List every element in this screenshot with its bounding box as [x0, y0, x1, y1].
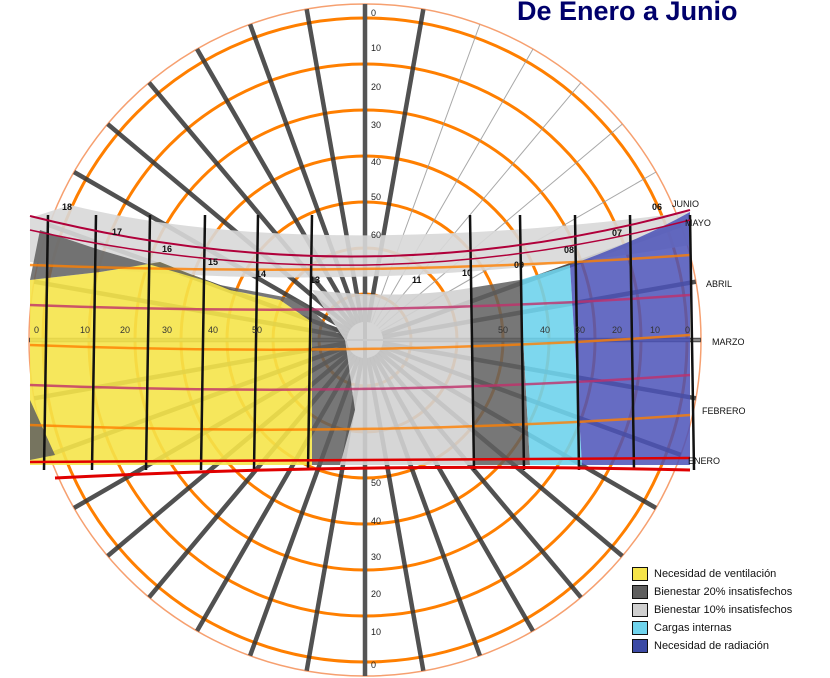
altitude-label-top: 60 [371, 230, 381, 240]
month-label: MARZO [712, 337, 745, 347]
scale-label-left: 10 [80, 325, 90, 335]
month-curve [29, 413, 691, 431]
month-curve [29, 333, 691, 351]
scale-label-left: 0 [34, 325, 39, 335]
legend-swatch-bienestar20 [632, 585, 648, 599]
altitude-label-top: 0 [371, 8, 376, 18]
month-label: JUNIO [672, 199, 699, 209]
scale-label-right: 20 [612, 325, 622, 335]
altitude-label-bottom: 0 [371, 660, 376, 670]
labels: 0 10 20 30 40 50 60 50 40 30 20 10 0 18 17 16 15 14 13 11 10… [34, 8, 746, 670]
month-label: FEBRERO [702, 406, 746, 416]
hour-line [90, 214, 98, 471]
zone-bienestar10-top [30, 205, 690, 278]
altitude-label-top: 20 [371, 82, 381, 92]
hour-label: 17 [112, 227, 122, 237]
month-label: ABRIL [706, 279, 732, 289]
hour-label: 14 [256, 269, 266, 279]
legend-label: Necesidad de ventilación [654, 568, 777, 580]
month-curve [29, 293, 691, 311]
band-lines [29, 214, 696, 471]
altitude-label-top: 30 [371, 120, 381, 130]
altitude-label-top: 50 [371, 192, 381, 202]
hour-label: 09 [514, 260, 524, 270]
zone-bienestar10-center [312, 288, 475, 465]
legend-item: Necesidad de ventilación [632, 565, 792, 583]
scale-label-left: 30 [162, 325, 172, 335]
legend-swatch-ventilacion [632, 567, 648, 581]
hour-line [518, 214, 526, 471]
month-line-enero [29, 456, 691, 464]
hour-line [573, 214, 581, 471]
month-label: ENERO [688, 456, 720, 466]
azimuth-spoke [376, 82, 582, 327]
legend-swatch-radiacion [632, 639, 648, 653]
zone-bienestar20-bl [30, 400, 55, 460]
month-lines [29, 209, 691, 480]
altitude-label-bottom: 10 [371, 627, 381, 637]
altitude-label-top: 10 [371, 43, 381, 53]
zone-cargas [520, 265, 582, 465]
altitude-label-top: 40 [371, 157, 381, 167]
month-curve [29, 253, 691, 271]
altitude-label-bottom: 50 [371, 478, 381, 488]
hour-line [688, 214, 696, 471]
hour-line [252, 214, 260, 471]
legend-label: Bienestar 20% insatisfechos [654, 586, 793, 598]
legend-item: Bienestar 20% insatisfechos [632, 583, 792, 601]
scale-label-left: 40 [208, 325, 218, 335]
azimuth-spoke [373, 48, 534, 325]
legend-label: Bienestar 10% insatisfechos [654, 604, 793, 616]
zone-bienestar20-right [470, 280, 530, 465]
month-line-junio [29, 209, 691, 258]
hour-line [199, 214, 207, 471]
hour-label: 16 [162, 244, 172, 254]
legend-swatch-bienestar10 [632, 603, 648, 617]
scale-label-left: 50 [252, 325, 262, 335]
hour-line [42, 214, 50, 471]
scale-label-right: 10 [650, 325, 660, 335]
hour-label: 06 [652, 202, 662, 212]
legend-label: Necesidad de radiación [654, 640, 769, 652]
altitude-label-bottom: 30 [371, 552, 381, 562]
hour-label: 18 [62, 202, 72, 212]
azimuth-spoke [147, 81, 356, 328]
legend-item: Bienestar 10% insatisfechos [632, 601, 792, 619]
hour-label: 08 [564, 245, 574, 255]
hour-label: 11 [412, 275, 422, 285]
legend-label: Cargas internas [654, 622, 732, 634]
diagram-title: De Enero a Junio [517, 0, 738, 26]
scale-label-right: 30 [575, 325, 585, 335]
altitude-label-bottom: 20 [371, 589, 381, 599]
legend-item: Necesidad de radiación [632, 637, 792, 655]
scale-label-right: 50 [498, 325, 508, 335]
azimuth-spoke [195, 47, 358, 326]
hour-label: 13 [310, 275, 320, 285]
hour-line [628, 214, 636, 471]
altitude-label-bottom: 40 [371, 516, 381, 526]
zone-ventilacion [30, 262, 312, 465]
hour-label: 10 [462, 268, 472, 278]
month-line-enero-2 [54, 465, 691, 480]
legend: Necesidad de ventilación Bienestar 20% i… [632, 565, 792, 655]
zone-bienestar20-left [30, 230, 355, 465]
legend-item: Cargas internas [632, 619, 792, 637]
legend-swatch-cargas [632, 621, 648, 635]
hour-line [144, 214, 152, 471]
scale-label-right: 0 [685, 325, 690, 335]
scale-label-left: 20 [120, 325, 130, 335]
hour-label: 15 [208, 257, 218, 267]
hour-line [468, 214, 476, 471]
hour-line [306, 214, 314, 471]
comfort-band [30, 205, 690, 465]
month-label: MAYO [685, 218, 711, 228]
month-line-mayo [29, 219, 691, 266]
scale-label-right: 40 [540, 325, 550, 335]
month-curve [29, 373, 691, 391]
hour-label: 07 [612, 228, 622, 238]
